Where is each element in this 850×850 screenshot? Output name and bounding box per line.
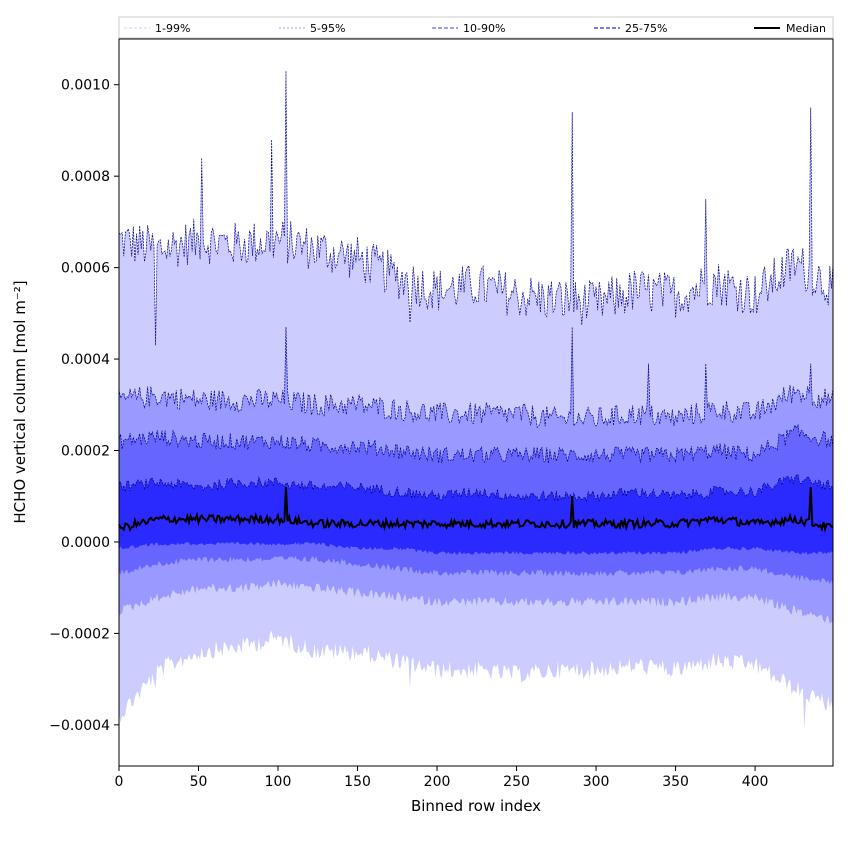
axes-frame bbox=[118, 38, 834, 767]
legend-label-10-90: 10-90% bbox=[463, 22, 505, 35]
x-tick-label: 300 bbox=[583, 774, 610, 790]
legend-label-1-99: 1-99% bbox=[155, 22, 190, 35]
legend-label-25-75: 25-75% bbox=[625, 22, 667, 35]
x-tick-label: 400 bbox=[742, 774, 769, 790]
y-tick-label: −0.0004 bbox=[49, 718, 110, 734]
y-tick-label: 0.0002 bbox=[61, 444, 110, 460]
x-axis-label: Binned row index bbox=[411, 797, 541, 815]
x-tick-label: 50 bbox=[190, 774, 208, 790]
legend-label-median: Median bbox=[786, 22, 826, 35]
band-25-75-upper-line bbox=[118, 474, 834, 503]
y-tick-label: 0.0010 bbox=[61, 78, 110, 94]
x-tick-label: 100 bbox=[265, 774, 292, 790]
legend: 1-99% 5-95% 10-90% 25-75% Median bbox=[118, 16, 834, 39]
y-tick-label: 0.0008 bbox=[61, 169, 110, 185]
plot-area bbox=[118, 71, 834, 730]
x-axis: 0 50 100 150 200 250 300 350 400 bbox=[115, 766, 769, 790]
median-line bbox=[118, 487, 834, 533]
band-1-99 bbox=[119, 71, 833, 730]
band-1-99-upper-line bbox=[118, 71, 834, 346]
band-10-90-upper-line bbox=[118, 423, 834, 464]
y-tick-label: 0.0000 bbox=[61, 535, 110, 551]
y-axis-label: HCHO vertical column [mol m⁻²] bbox=[11, 280, 29, 523]
legend-frame bbox=[118, 16, 834, 39]
y-tick-label: 0.0004 bbox=[61, 352, 110, 368]
x-tick-label: 150 bbox=[344, 774, 371, 790]
band-5-95-upper-line bbox=[118, 327, 834, 429]
y-tick-label: −0.0002 bbox=[49, 626, 110, 642]
y-tick-label: 0.0006 bbox=[61, 261, 110, 277]
legend-label-5-95: 5-95% bbox=[310, 22, 345, 35]
x-tick-label: 200 bbox=[424, 774, 451, 790]
x-tick-label: 0 bbox=[115, 774, 124, 790]
y-axis: −0.0004 −0.0002 0.0000 0.0002 0.0004 0.0006 0.… bbox=[49, 78, 119, 734]
x-tick-label: 350 bbox=[662, 774, 689, 790]
x-tick-label: 250 bbox=[503, 774, 530, 790]
